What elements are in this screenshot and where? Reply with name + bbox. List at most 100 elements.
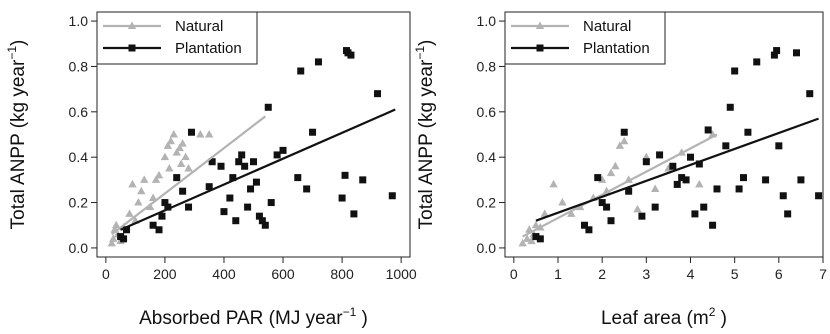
data-point-natural bbox=[633, 204, 642, 213]
data-point-plantation bbox=[179, 187, 187, 195]
data-point-plantation bbox=[314, 58, 322, 66]
data-point-natural bbox=[107, 238, 116, 247]
x-tick-label: 1 bbox=[554, 266, 562, 282]
data-point-plantation bbox=[258, 217, 266, 225]
data-point-plantation bbox=[252, 178, 260, 186]
y-tick-label: 0.8 bbox=[477, 58, 497, 74]
y-tick-label: 0.4 bbox=[69, 149, 89, 165]
data-point-natural bbox=[154, 170, 164, 179]
y-tick-label: 0.8 bbox=[69, 58, 89, 74]
data-point-natural bbox=[695, 179, 704, 188]
data-point-plantation bbox=[638, 212, 646, 220]
data-point-plantation bbox=[341, 171, 349, 179]
data-point-plantation bbox=[704, 126, 712, 134]
data-point-plantation bbox=[208, 158, 216, 166]
x-tick-label: 4 bbox=[687, 266, 695, 282]
data-point-plantation bbox=[220, 208, 228, 216]
data-point-plantation bbox=[232, 217, 240, 225]
data-point-natural bbox=[175, 143, 184, 152]
data-point-plantation bbox=[625, 187, 633, 195]
data-point-plantation bbox=[642, 158, 650, 166]
data-point-natural bbox=[549, 179, 558, 188]
data-point-plantation bbox=[753, 58, 761, 66]
x-tick-label: 3 bbox=[642, 266, 650, 282]
data-point-plantation bbox=[250, 158, 257, 166]
legend-box bbox=[96, 11, 258, 65]
data-point-plantation bbox=[687, 153, 694, 161]
x-tick-label: 200 bbox=[153, 266, 177, 282]
y-tick-label: 1.0 bbox=[69, 13, 89, 29]
fit-line-plantation bbox=[120, 108, 396, 231]
data-point-plantation bbox=[709, 221, 717, 229]
data-point-natural bbox=[615, 141, 625, 149]
data-point-plantation bbox=[594, 174, 602, 182]
data-point-plantation bbox=[235, 158, 243, 166]
data-point-plantation bbox=[205, 183, 213, 191]
data-point-natural bbox=[176, 159, 186, 167]
data-point-plantation bbox=[713, 185, 721, 193]
legend-marker-plantation bbox=[128, 44, 136, 52]
data-point-natural bbox=[125, 209, 134, 217]
legend-marker-natural bbox=[127, 21, 137, 29]
data-point-plantation bbox=[294, 174, 302, 182]
data-point-natural bbox=[518, 238, 527, 247]
data-point-plantation bbox=[297, 67, 305, 75]
data-point-plantation bbox=[161, 199, 169, 207]
data-point-natural bbox=[522, 234, 532, 242]
data-point-natural bbox=[611, 161, 620, 170]
data-point-natural bbox=[184, 164, 193, 172]
data-point-plantation bbox=[722, 142, 730, 150]
data-point-plantation bbox=[762, 176, 770, 184]
data-point-plantation bbox=[350, 210, 358, 218]
data-point-plantation bbox=[164, 203, 172, 211]
data-point-plantation bbox=[581, 221, 588, 229]
data-point-natural bbox=[205, 130, 214, 138]
data-point-plantation bbox=[388, 192, 396, 200]
data-point-natural bbox=[196, 130, 205, 138]
y-tick-label: 0.0 bbox=[69, 240, 89, 256]
data-point-plantation bbox=[338, 194, 346, 202]
chart-panel-2: 0.0 0.2 0.4 0.6 0.8 1.0 0 1 2 3 4 5 6 7 Leaf area (m2 … bbox=[413, 11, 827, 329]
data-point-plantation bbox=[359, 176, 367, 184]
data-point-natural bbox=[163, 141, 173, 149]
data-point-natural bbox=[606, 168, 616, 177]
y-tick-label: 0.6 bbox=[477, 104, 497, 120]
data-point-plantation bbox=[149, 221, 157, 229]
legend-marker-natural bbox=[535, 21, 545, 29]
x-tick-label: 2 bbox=[598, 266, 606, 282]
data-point-plantation bbox=[244, 203, 252, 211]
data-point-plantation bbox=[815, 192, 823, 200]
y-tick-label: 0.6 bbox=[69, 104, 89, 120]
x-tick-label: 0 bbox=[510, 266, 518, 282]
data-point-plantation bbox=[673, 180, 681, 188]
data-point-plantation bbox=[347, 51, 355, 59]
legend-label-natural: Natural bbox=[175, 18, 223, 35]
legend-marker-plantation bbox=[536, 44, 544, 52]
legend-box bbox=[504, 11, 666, 65]
data-point-plantation bbox=[247, 185, 255, 193]
data-point-plantation bbox=[651, 203, 659, 211]
data-point-plantation bbox=[784, 210, 792, 218]
legend: Natural Plantation bbox=[504, 11, 666, 65]
data-point-plantation bbox=[217, 162, 225, 170]
data-point-plantation bbox=[797, 176, 805, 184]
data-point-plantation bbox=[607, 217, 615, 225]
data-point-plantation bbox=[598, 199, 606, 207]
data-point-natural bbox=[567, 209, 576, 217]
data-point-plantation bbox=[744, 128, 752, 136]
data-point-natural bbox=[145, 202, 155, 211]
data-point-plantation bbox=[731, 67, 739, 75]
data-point-natural bbox=[540, 209, 549, 217]
y-tick-label: 0.2 bbox=[477, 195, 497, 211]
data-point-natural bbox=[148, 193, 158, 202]
data-point-plantation bbox=[279, 146, 287, 154]
x-axis-title: Absorbed PAR (MJ year−1 ) bbox=[139, 305, 368, 329]
data-point-plantation bbox=[261, 221, 269, 229]
data-point-plantation bbox=[226, 194, 234, 202]
y-axis-title: Total ANPP (kg year−1) bbox=[5, 40, 29, 230]
data-point-plantation bbox=[123, 226, 131, 234]
x-tick-label: 800 bbox=[330, 266, 354, 282]
data-point-natural bbox=[109, 234, 118, 242]
data-point-plantation bbox=[241, 162, 249, 170]
